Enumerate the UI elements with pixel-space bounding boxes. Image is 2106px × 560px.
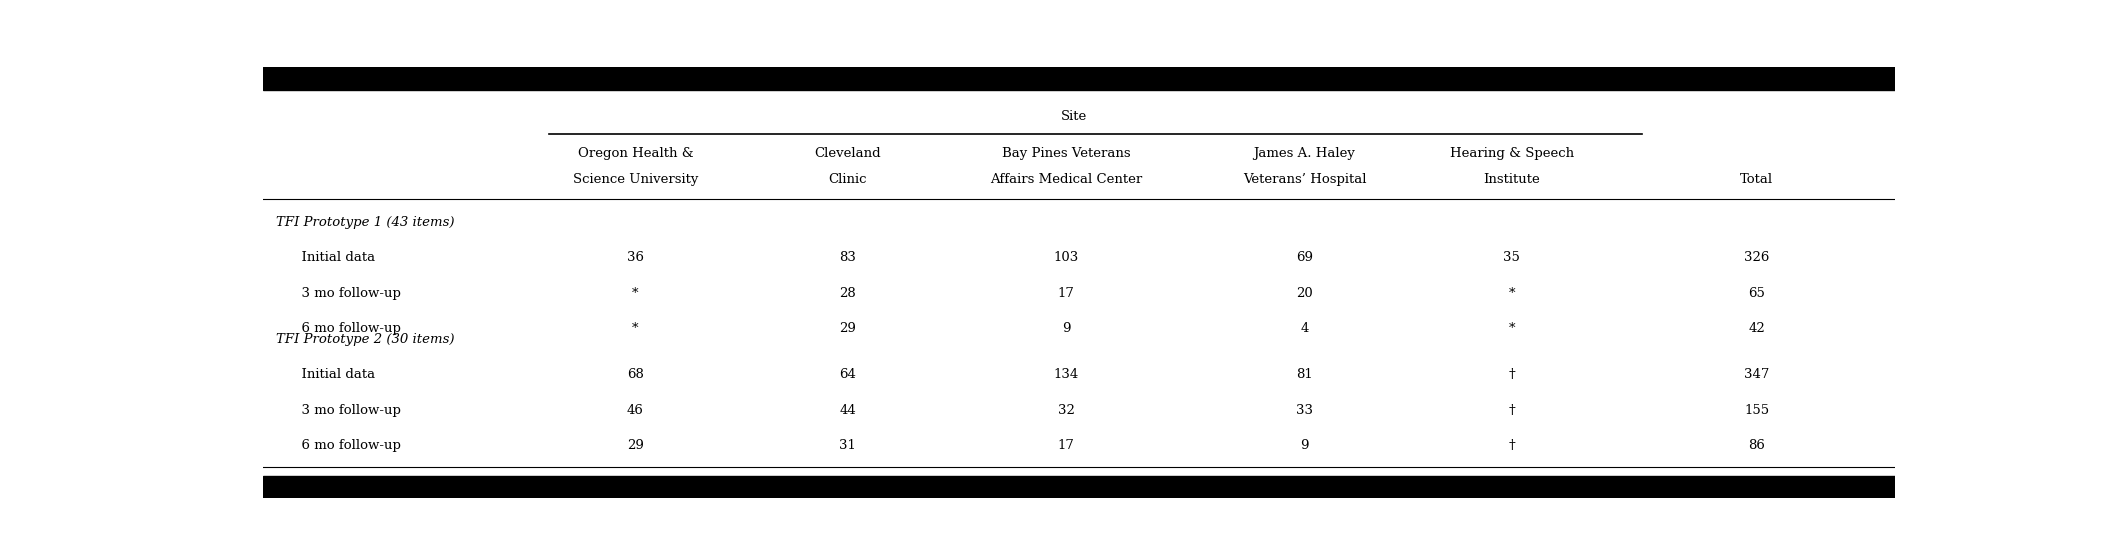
Text: 9: 9 xyxy=(1299,439,1308,452)
Text: Institute: Institute xyxy=(1483,173,1539,186)
Text: TFI Prototype 1 (43 items): TFI Prototype 1 (43 items) xyxy=(276,216,455,229)
Text: 155: 155 xyxy=(1744,404,1769,417)
Text: 64: 64 xyxy=(838,368,855,381)
Text: Bay Pines Veterans: Bay Pines Veterans xyxy=(1002,147,1131,160)
Text: 17: 17 xyxy=(1057,287,1074,300)
Text: Hearing & Speech: Hearing & Speech xyxy=(1449,147,1573,160)
Text: 29: 29 xyxy=(628,439,644,452)
Text: 17: 17 xyxy=(1057,439,1074,452)
Bar xyxy=(263,476,1895,498)
Text: James A. Haley: James A. Haley xyxy=(1253,147,1356,160)
Text: 347: 347 xyxy=(1744,368,1769,381)
Text: 326: 326 xyxy=(1744,251,1769,264)
Text: †: † xyxy=(1508,404,1514,417)
Text: 134: 134 xyxy=(1053,368,1078,381)
Text: 9: 9 xyxy=(1061,322,1070,335)
Text: 42: 42 xyxy=(1748,322,1765,335)
Text: Veterans’ Hospital: Veterans’ Hospital xyxy=(1243,173,1367,186)
Text: Science University: Science University xyxy=(573,173,697,186)
Text: Clinic: Clinic xyxy=(828,173,868,186)
Text: 20: 20 xyxy=(1295,287,1312,300)
Text: Site: Site xyxy=(1061,110,1087,123)
Text: Cleveland: Cleveland xyxy=(815,147,880,160)
Text: 36: 36 xyxy=(628,251,644,264)
Text: *: * xyxy=(632,322,638,335)
Text: 65: 65 xyxy=(1748,287,1765,300)
Text: †: † xyxy=(1508,368,1514,381)
Text: 31: 31 xyxy=(838,439,855,452)
Text: Initial data: Initial data xyxy=(293,251,375,264)
Text: 28: 28 xyxy=(838,287,855,300)
Text: 35: 35 xyxy=(1504,251,1521,264)
Text: 44: 44 xyxy=(838,404,855,417)
Text: *: * xyxy=(1508,287,1514,300)
Text: TFI Prototype 2 (30 items): TFI Prototype 2 (30 items) xyxy=(276,333,455,346)
Text: 103: 103 xyxy=(1053,251,1078,264)
Text: 29: 29 xyxy=(838,322,855,335)
Bar xyxy=(263,67,1895,90)
Text: *: * xyxy=(1508,322,1514,335)
Text: Initial data: Initial data xyxy=(293,368,375,381)
Text: 4: 4 xyxy=(1299,322,1308,335)
Text: 86: 86 xyxy=(1748,439,1765,452)
Text: 3 mo follow-up: 3 mo follow-up xyxy=(293,404,400,417)
Text: 33: 33 xyxy=(1295,404,1312,417)
Text: Affairs Medical Center: Affairs Medical Center xyxy=(990,173,1141,186)
Text: 46: 46 xyxy=(628,404,644,417)
Text: †: † xyxy=(1508,439,1514,452)
Text: Total: Total xyxy=(1740,173,1773,186)
Text: 3 mo follow-up: 3 mo follow-up xyxy=(293,287,400,300)
Text: 68: 68 xyxy=(628,368,644,381)
Text: Oregon Health &: Oregon Health & xyxy=(577,147,693,160)
Text: 6 mo follow-up: 6 mo follow-up xyxy=(293,439,400,452)
Text: 6 mo follow-up: 6 mo follow-up xyxy=(293,322,400,335)
Text: 32: 32 xyxy=(1057,404,1074,417)
Text: 81: 81 xyxy=(1295,368,1312,381)
Text: 83: 83 xyxy=(838,251,855,264)
Text: *: * xyxy=(632,287,638,300)
Text: 69: 69 xyxy=(1295,251,1312,264)
